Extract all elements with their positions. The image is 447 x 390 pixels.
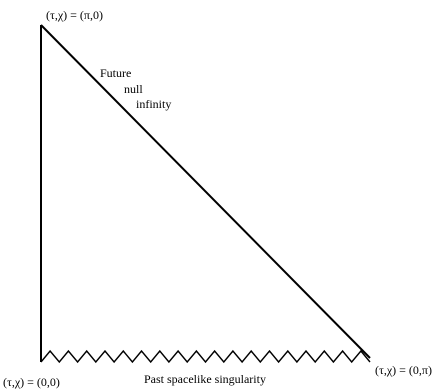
past-singularity-zigzag bbox=[40, 349, 371, 364]
future-label: Future bbox=[100, 66, 132, 80]
null-label: null bbox=[124, 82, 143, 96]
top-corner-label: (τ,χ) = (π,0) bbox=[46, 8, 103, 22]
future-null-infinity-line bbox=[40, 24, 371, 359]
bottom-right-corner-label: (τ,χ) = (0,π) bbox=[375, 363, 432, 377]
past-singularity-label: Past spacelike singularity bbox=[144, 372, 266, 386]
infinity-label: infinity bbox=[136, 97, 172, 111]
bottom-left-corner-label: (τ,χ) = (0,0) bbox=[3, 375, 60, 389]
